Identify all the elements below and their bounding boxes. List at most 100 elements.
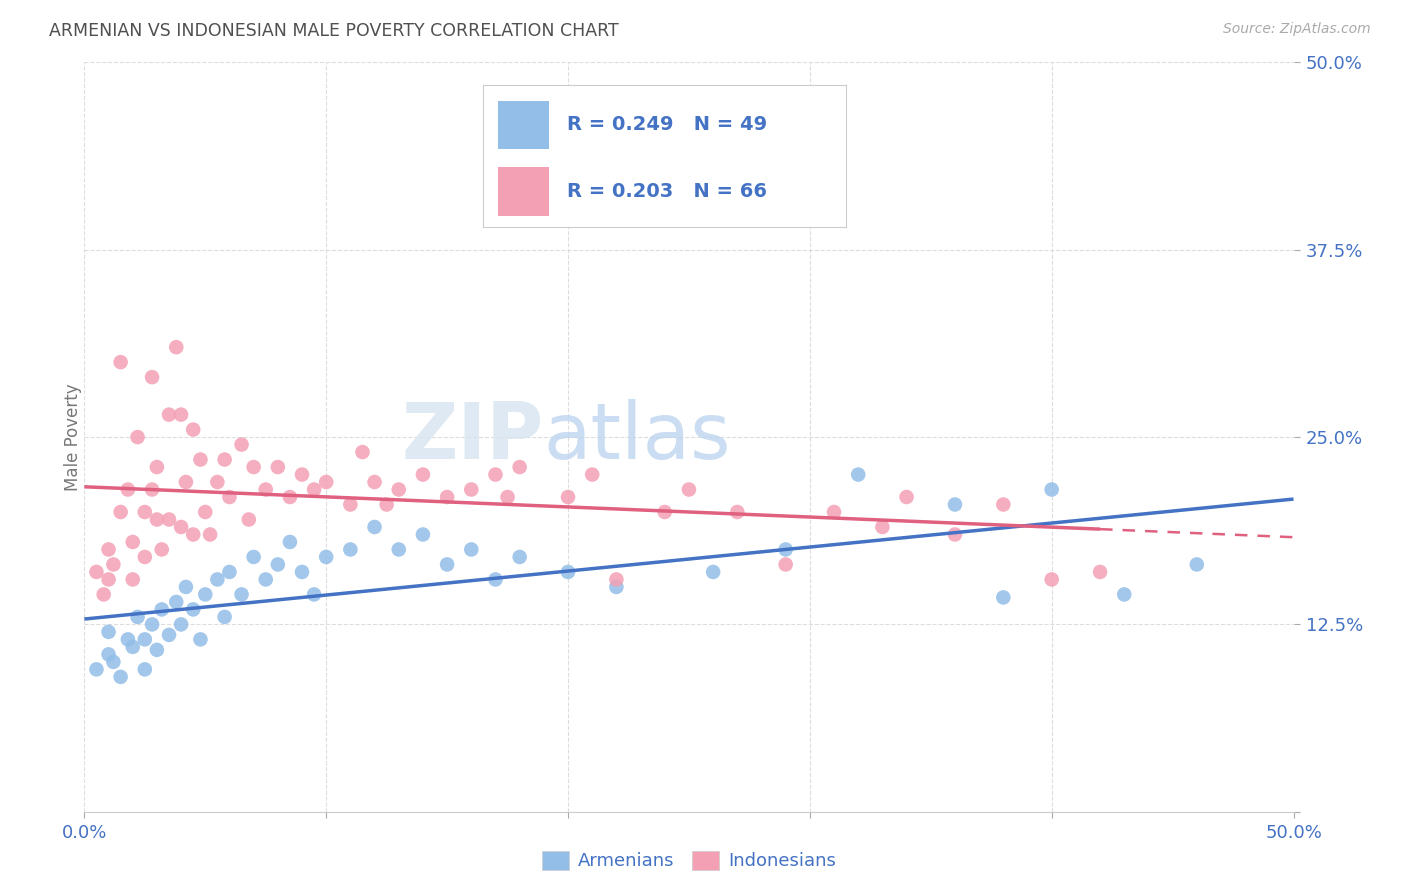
Point [460, 542, 482, 557]
Point [110, 670, 132, 684]
Point [339, 542, 361, 557]
Point [388, 483, 411, 497]
Point [278, 535, 301, 549]
Point [291, 565, 314, 579]
Point [375, 498, 398, 512]
Point [110, 355, 132, 369]
Point [1040, 573, 1063, 587]
Point [117, 632, 139, 647]
Point [557, 565, 579, 579]
Y-axis label: Male Poverty: Male Poverty [65, 384, 82, 491]
Legend: Armenians, Indonesians: Armenians, Indonesians [534, 844, 844, 878]
Point [170, 520, 193, 534]
Point [165, 595, 187, 609]
Point [121, 535, 143, 549]
Point [291, 467, 314, 482]
Point [943, 498, 966, 512]
Point [388, 542, 411, 557]
Point [121, 573, 143, 587]
Point [315, 549, 337, 564]
Point [896, 490, 918, 504]
Point [339, 498, 361, 512]
Point [254, 573, 277, 587]
Point [170, 617, 193, 632]
Point [194, 505, 217, 519]
Point [267, 460, 290, 475]
Point [214, 452, 236, 467]
Point [218, 565, 240, 579]
Point [496, 490, 519, 504]
Point [315, 475, 337, 489]
Point [207, 573, 229, 587]
Point [872, 520, 894, 534]
Point [134, 662, 156, 676]
Text: ZIP: ZIP [402, 399, 544, 475]
Point [993, 591, 1015, 605]
Point [165, 340, 187, 354]
Point [157, 512, 180, 526]
Point [1185, 558, 1208, 572]
Point [134, 505, 156, 519]
Point [103, 655, 125, 669]
Point [146, 512, 169, 526]
Point [146, 460, 169, 475]
Point [181, 527, 204, 541]
Point [605, 573, 627, 587]
Point [170, 408, 193, 422]
Point [181, 602, 204, 616]
Point [823, 505, 845, 519]
Point [412, 527, 434, 541]
Point [993, 498, 1015, 512]
Point [702, 565, 724, 579]
Point [214, 610, 236, 624]
Point [218, 490, 240, 504]
Text: Source: ZipAtlas.com: Source: ZipAtlas.com [1223, 22, 1371, 37]
Point [121, 640, 143, 654]
Point [190, 632, 212, 647]
Point [484, 467, 506, 482]
Point [93, 587, 115, 601]
Point [302, 483, 325, 497]
Point [775, 558, 797, 572]
Point [254, 483, 277, 497]
Point [725, 505, 748, 519]
Point [110, 505, 132, 519]
Point [557, 490, 579, 504]
Point [654, 505, 676, 519]
Point [117, 483, 139, 497]
Point [352, 445, 374, 459]
Point [127, 430, 149, 444]
Point [141, 483, 163, 497]
Point [231, 587, 253, 601]
Point [97, 624, 120, 639]
Point [436, 490, 458, 504]
Point [157, 408, 180, 422]
Point [605, 580, 627, 594]
Point [134, 632, 156, 647]
Point [509, 460, 531, 475]
Point [150, 542, 173, 557]
Point [436, 558, 458, 572]
Point [581, 467, 603, 482]
Point [278, 490, 301, 504]
Point [86, 662, 108, 676]
Point [207, 475, 229, 489]
Point [484, 573, 506, 587]
Point [231, 437, 253, 451]
Point [150, 602, 173, 616]
Point [157, 628, 180, 642]
Text: ARMENIAN VS INDONESIAN MALE POVERTY CORRELATION CHART: ARMENIAN VS INDONESIAN MALE POVERTY CORR… [49, 22, 619, 40]
Point [97, 573, 120, 587]
Point [1114, 587, 1136, 601]
Point [181, 423, 204, 437]
Point [174, 475, 197, 489]
Point [194, 587, 217, 601]
Point [141, 617, 163, 632]
Point [146, 643, 169, 657]
Point [267, 558, 290, 572]
Point [103, 558, 125, 572]
Point [174, 580, 197, 594]
Point [1088, 565, 1111, 579]
Point [238, 512, 260, 526]
Text: atlas: atlas [544, 399, 731, 475]
